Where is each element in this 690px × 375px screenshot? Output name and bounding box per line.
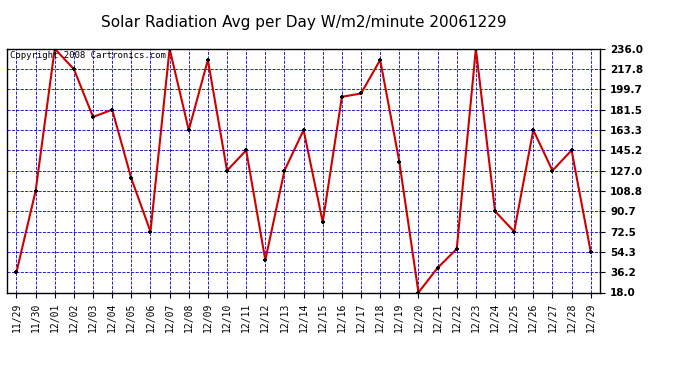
Point	[298, 127, 309, 133]
Point	[202, 57, 213, 63]
Point	[221, 168, 233, 174]
Point	[585, 249, 596, 255]
Point	[489, 208, 500, 214]
Point	[509, 228, 520, 235]
Point	[432, 265, 443, 271]
Point	[145, 228, 156, 235]
Point	[566, 147, 577, 153]
Point	[49, 46, 60, 52]
Text: Copyright 2008 Cartronics.com: Copyright 2008 Cartronics.com	[10, 51, 166, 60]
Point	[184, 127, 195, 133]
Point	[30, 188, 41, 194]
Point	[547, 168, 558, 174]
Point	[528, 127, 539, 133]
Point	[241, 147, 252, 153]
Point	[260, 257, 271, 263]
Point	[88, 114, 99, 120]
Text: Solar Radiation Avg per Day W/m2/minute 20061229: Solar Radiation Avg per Day W/m2/minute …	[101, 15, 506, 30]
Point	[164, 46, 175, 52]
Point	[68, 66, 79, 72]
Point	[279, 168, 290, 174]
Point	[107, 106, 118, 112]
Point	[471, 46, 482, 52]
Point	[336, 94, 347, 100]
Point	[413, 290, 424, 296]
Point	[317, 219, 328, 225]
Point	[355, 90, 366, 96]
Point	[394, 159, 405, 165]
Point	[451, 246, 462, 252]
Point	[11, 269, 22, 275]
Point	[375, 57, 386, 63]
Point	[126, 176, 137, 181]
